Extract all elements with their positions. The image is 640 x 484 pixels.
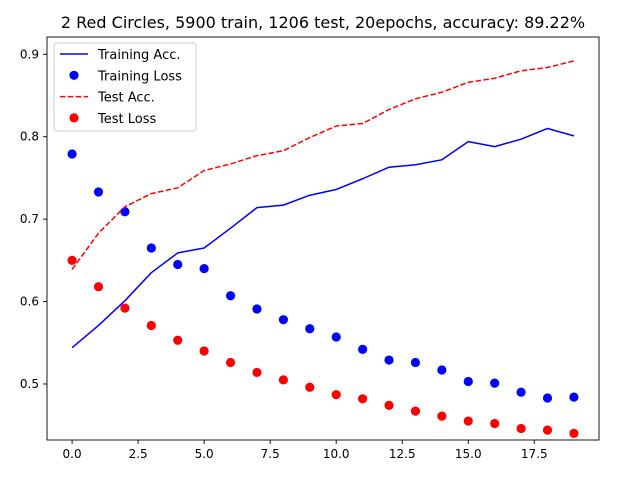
point-test-loss bbox=[278, 375, 288, 385]
point-test-loss bbox=[516, 423, 526, 434]
point-training-loss bbox=[146, 243, 156, 253]
point-training-loss bbox=[384, 355, 394, 365]
point-test-loss bbox=[252, 367, 262, 378]
point-test-loss bbox=[225, 357, 236, 368]
legend-swatch-training-loss bbox=[69, 70, 79, 80]
y-tick-label: 0.9 bbox=[20, 47, 39, 61]
point-test-loss bbox=[569, 428, 579, 439]
point-training-loss bbox=[173, 259, 183, 270]
point-training-loss bbox=[437, 365, 447, 375]
legend-label-training-loss: Training Loss bbox=[97, 69, 182, 84]
y-tick-label: 0.8 bbox=[20, 130, 39, 144]
x-tick-label: 5.0 bbox=[195, 447, 214, 461]
point-test-loss bbox=[146, 320, 156, 331]
x-tick-label: 7.5 bbox=[261, 447, 280, 461]
point-training-loss bbox=[199, 263, 209, 274]
point-training-loss bbox=[120, 207, 130, 217]
point-training-loss bbox=[516, 387, 526, 397]
point-training-loss bbox=[569, 392, 579, 402]
x-tick-label: 15.0 bbox=[455, 447, 482, 461]
point-test-loss bbox=[93, 282, 104, 292]
legend-label-training-acc: Training Acc. bbox=[97, 48, 181, 63]
chart-title: 2 Red Circles, 5900 train, 1206 test, 20… bbox=[61, 13, 585, 32]
point-test-loss bbox=[173, 335, 183, 345]
plot-frame bbox=[46, 36, 600, 441]
point-test-loss bbox=[67, 255, 77, 265]
point-test-loss bbox=[120, 303, 130, 313]
point-test-loss bbox=[199, 346, 209, 356]
point-test-loss bbox=[542, 425, 553, 435]
x-tick-label: 12.5 bbox=[389, 447, 416, 461]
y-tick-label: 0.6 bbox=[20, 295, 39, 309]
point-training-loss bbox=[542, 393, 553, 403]
point-training-loss bbox=[305, 324, 315, 334]
series-line-test-acc bbox=[71, 60, 575, 270]
point-training-loss bbox=[490, 378, 500, 388]
point-training-loss bbox=[225, 291, 236, 301]
point-test-loss bbox=[437, 411, 447, 421]
axes: 0.0 2.5 5.0 7.5 10.0 12.5 15.0 17.5 0.5 0.6 0.7 0.8… bbox=[20, 36, 600, 461]
point-test-loss bbox=[410, 406, 421, 416]
point-training-loss bbox=[463, 376, 473, 387]
point-training-loss bbox=[93, 187, 104, 197]
point-training-loss bbox=[278, 315, 288, 325]
y-tick-label: 0.5 bbox=[20, 377, 39, 391]
legend-label-test-acc: Test Acc. bbox=[97, 91, 155, 106]
plot-area bbox=[67, 60, 579, 439]
series-line-training-acc bbox=[71, 127, 575, 349]
point-training-loss bbox=[67, 149, 77, 159]
point-test-loss bbox=[384, 400, 394, 410]
point-training-loss bbox=[331, 332, 341, 342]
x-tick-label: 17.5 bbox=[521, 447, 548, 461]
x-tick-label: 0.0 bbox=[63, 447, 82, 461]
point-test-loss bbox=[305, 382, 315, 392]
x-tick-label: 2.5 bbox=[129, 447, 148, 461]
legend-box bbox=[53, 42, 197, 132]
point-test-loss bbox=[331, 390, 341, 400]
x-tick-label: 10.0 bbox=[323, 447, 350, 461]
point-training-loss bbox=[358, 344, 368, 354]
point-training-loss bbox=[252, 304, 262, 314]
point-test-loss bbox=[358, 394, 368, 404]
point-test-loss bbox=[463, 416, 473, 426]
legend-label-test-loss: Test Loss bbox=[97, 112, 156, 127]
legend: Training Acc. Training Loss Test Acc. Test … bbox=[53, 42, 197, 132]
y-tick-label: 0.7 bbox=[20, 212, 39, 226]
legend-swatch-test-loss bbox=[69, 113, 79, 123]
point-training-loss bbox=[410, 357, 421, 368]
point-test-loss bbox=[490, 418, 500, 429]
